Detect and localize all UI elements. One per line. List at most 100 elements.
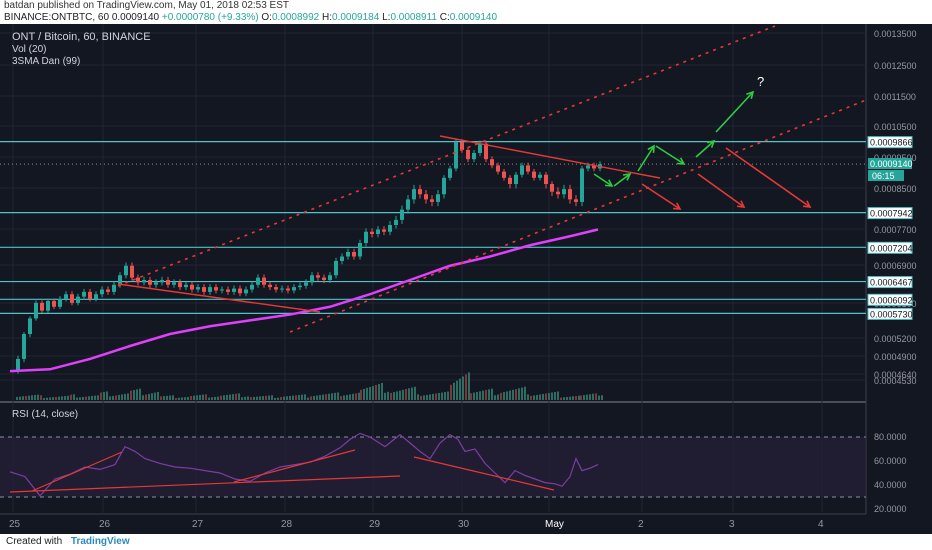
candle-body	[202, 287, 206, 292]
legend-volume: Vol (20)	[12, 44, 46, 55]
time-tick-label: 4	[818, 519, 824, 530]
candle-body	[502, 171, 506, 178]
volume-bar	[375, 384, 377, 400]
volume-bar	[363, 388, 365, 400]
volume-bar	[411, 387, 413, 400]
trend-line-2[interactable]	[439, 135, 661, 179]
rsi-trend-1[interactable]	[31, 451, 123, 492]
rsi-trend-3[interactable]	[233, 449, 356, 483]
level-tag	[867, 207, 913, 220]
volume-bar	[343, 395, 345, 400]
candle-body	[292, 287, 296, 291]
green-arrow-2[interactable]	[613, 173, 631, 187]
volume-bar	[46, 397, 48, 400]
red-arrow-3[interactable]	[725, 147, 811, 208]
volume-bar	[554, 391, 556, 400]
volume-bar	[592, 393, 594, 400]
green-arrow-5[interactable]	[695, 140, 715, 158]
volume-bar	[346, 394, 348, 400]
candle-body	[124, 265, 128, 276]
green-arrow-3[interactable]	[637, 145, 655, 172]
volume-bar	[515, 389, 517, 400]
arrowhead	[746, 90, 755, 99]
arrowhead	[647, 144, 655, 154]
volume-bar	[423, 395, 425, 400]
level-tag-text: 0.0006092	[870, 295, 913, 305]
volume-bar	[340, 396, 342, 400]
candle-body	[112, 284, 116, 292]
candle-body	[436, 194, 440, 202]
volume-bar	[575, 395, 577, 400]
volume-bar	[265, 395, 267, 400]
candle-body	[316, 275, 320, 278]
candle-body	[490, 159, 494, 166]
price-tick-label: 0.0008500	[874, 184, 917, 194]
legend-sma: 3SMA Dan (99)	[12, 56, 80, 67]
time-tick-label: 3	[729, 519, 735, 530]
candle-body	[154, 282, 158, 285]
red-arrow-2[interactable]	[697, 173, 745, 208]
channel-upper-line[interactable]	[117, 25, 776, 287]
candle-body	[580, 168, 584, 202]
green-arrow-1[interactable]	[593, 173, 613, 187]
volume-bar	[259, 396, 261, 400]
drawings[interactable]: ?	[9, 25, 867, 493]
rsi-line	[9, 432, 599, 497]
volume-bar	[28, 395, 30, 400]
volume-bar	[178, 397, 180, 400]
candle-body	[340, 256, 344, 261]
volume-bar	[384, 392, 386, 400]
arrowhead	[604, 179, 614, 187]
tradingview-logo[interactable]: TradingView	[70, 536, 130, 547]
time-axis[interactable]: 25 26 27 28 29 30 May 2 3 4	[9, 519, 824, 530]
volume-bar	[130, 390, 132, 400]
close-label: C:	[439, 12, 450, 23]
time-tick-label: 28	[281, 519, 293, 530]
chart-svg[interactable]: ? ONT / Bitcoin, 60, BINANCE Vol (20) 3S…	[0, 24, 932, 534]
volume-bar	[530, 395, 532, 400]
red-arrow-1[interactable]	[641, 183, 681, 210]
volume-bar	[488, 389, 490, 400]
candle-body	[304, 282, 308, 286]
green-arrow-6[interactable]	[715, 91, 754, 133]
candle-body	[58, 299, 62, 307]
chart-area[interactable]: ? ONT / Bitcoin, 60, BINANCE Vol (20) 3S…	[0, 24, 932, 534]
volume-bar	[334, 392, 336, 400]
green-arrow-4[interactable]	[655, 145, 685, 165]
trend-line-1[interactable]	[117, 283, 321, 313]
volume-bar	[435, 393, 437, 400]
volume-bar	[154, 392, 156, 400]
candle-body	[526, 165, 530, 172]
rsi-trend-2[interactable]	[9, 475, 401, 493]
volume-bar	[19, 396, 21, 400]
candle-body	[298, 285, 302, 288]
volume-bar	[402, 389, 404, 400]
last-price-tag-text: 0.0009140	[870, 159, 913, 169]
volume-bar	[414, 386, 416, 400]
volume-bar	[256, 396, 258, 400]
volume-bar	[235, 393, 237, 400]
volume-bar	[118, 394, 120, 400]
candle-body	[34, 302, 38, 319]
level-tags: 0.0009866 0.0007942 0.0007204 0.0006467 0.00…	[867, 136, 913, 320]
symbol-label: BINANCE:ONTBTC, 60	[4, 12, 110, 23]
candle-body	[88, 291, 92, 299]
arrowhead	[802, 200, 812, 208]
volume-bar	[205, 394, 207, 400]
volume-bar	[586, 394, 588, 400]
rsi-axis[interactable]: 80.0000 60.0000 40.0000 20.0000	[874, 432, 907, 514]
candle-body	[280, 288, 284, 290]
volume-bar	[420, 395, 422, 400]
volume-bar	[298, 394, 300, 400]
volume-bar	[369, 386, 371, 400]
volume-bar	[199, 394, 201, 400]
time-tick-label: 27	[192, 519, 204, 530]
candle-body	[418, 189, 422, 195]
question-mark-annotation[interactable]: ?	[757, 74, 764, 89]
rsi-trend-4[interactable]	[413, 456, 555, 491]
volume-bar	[601, 395, 603, 400]
high-value: 0.0009184	[332, 12, 380, 23]
candle-body	[100, 289, 104, 295]
rsi-tick-label: 60.0000	[874, 456, 907, 466]
candle-body	[472, 153, 476, 160]
